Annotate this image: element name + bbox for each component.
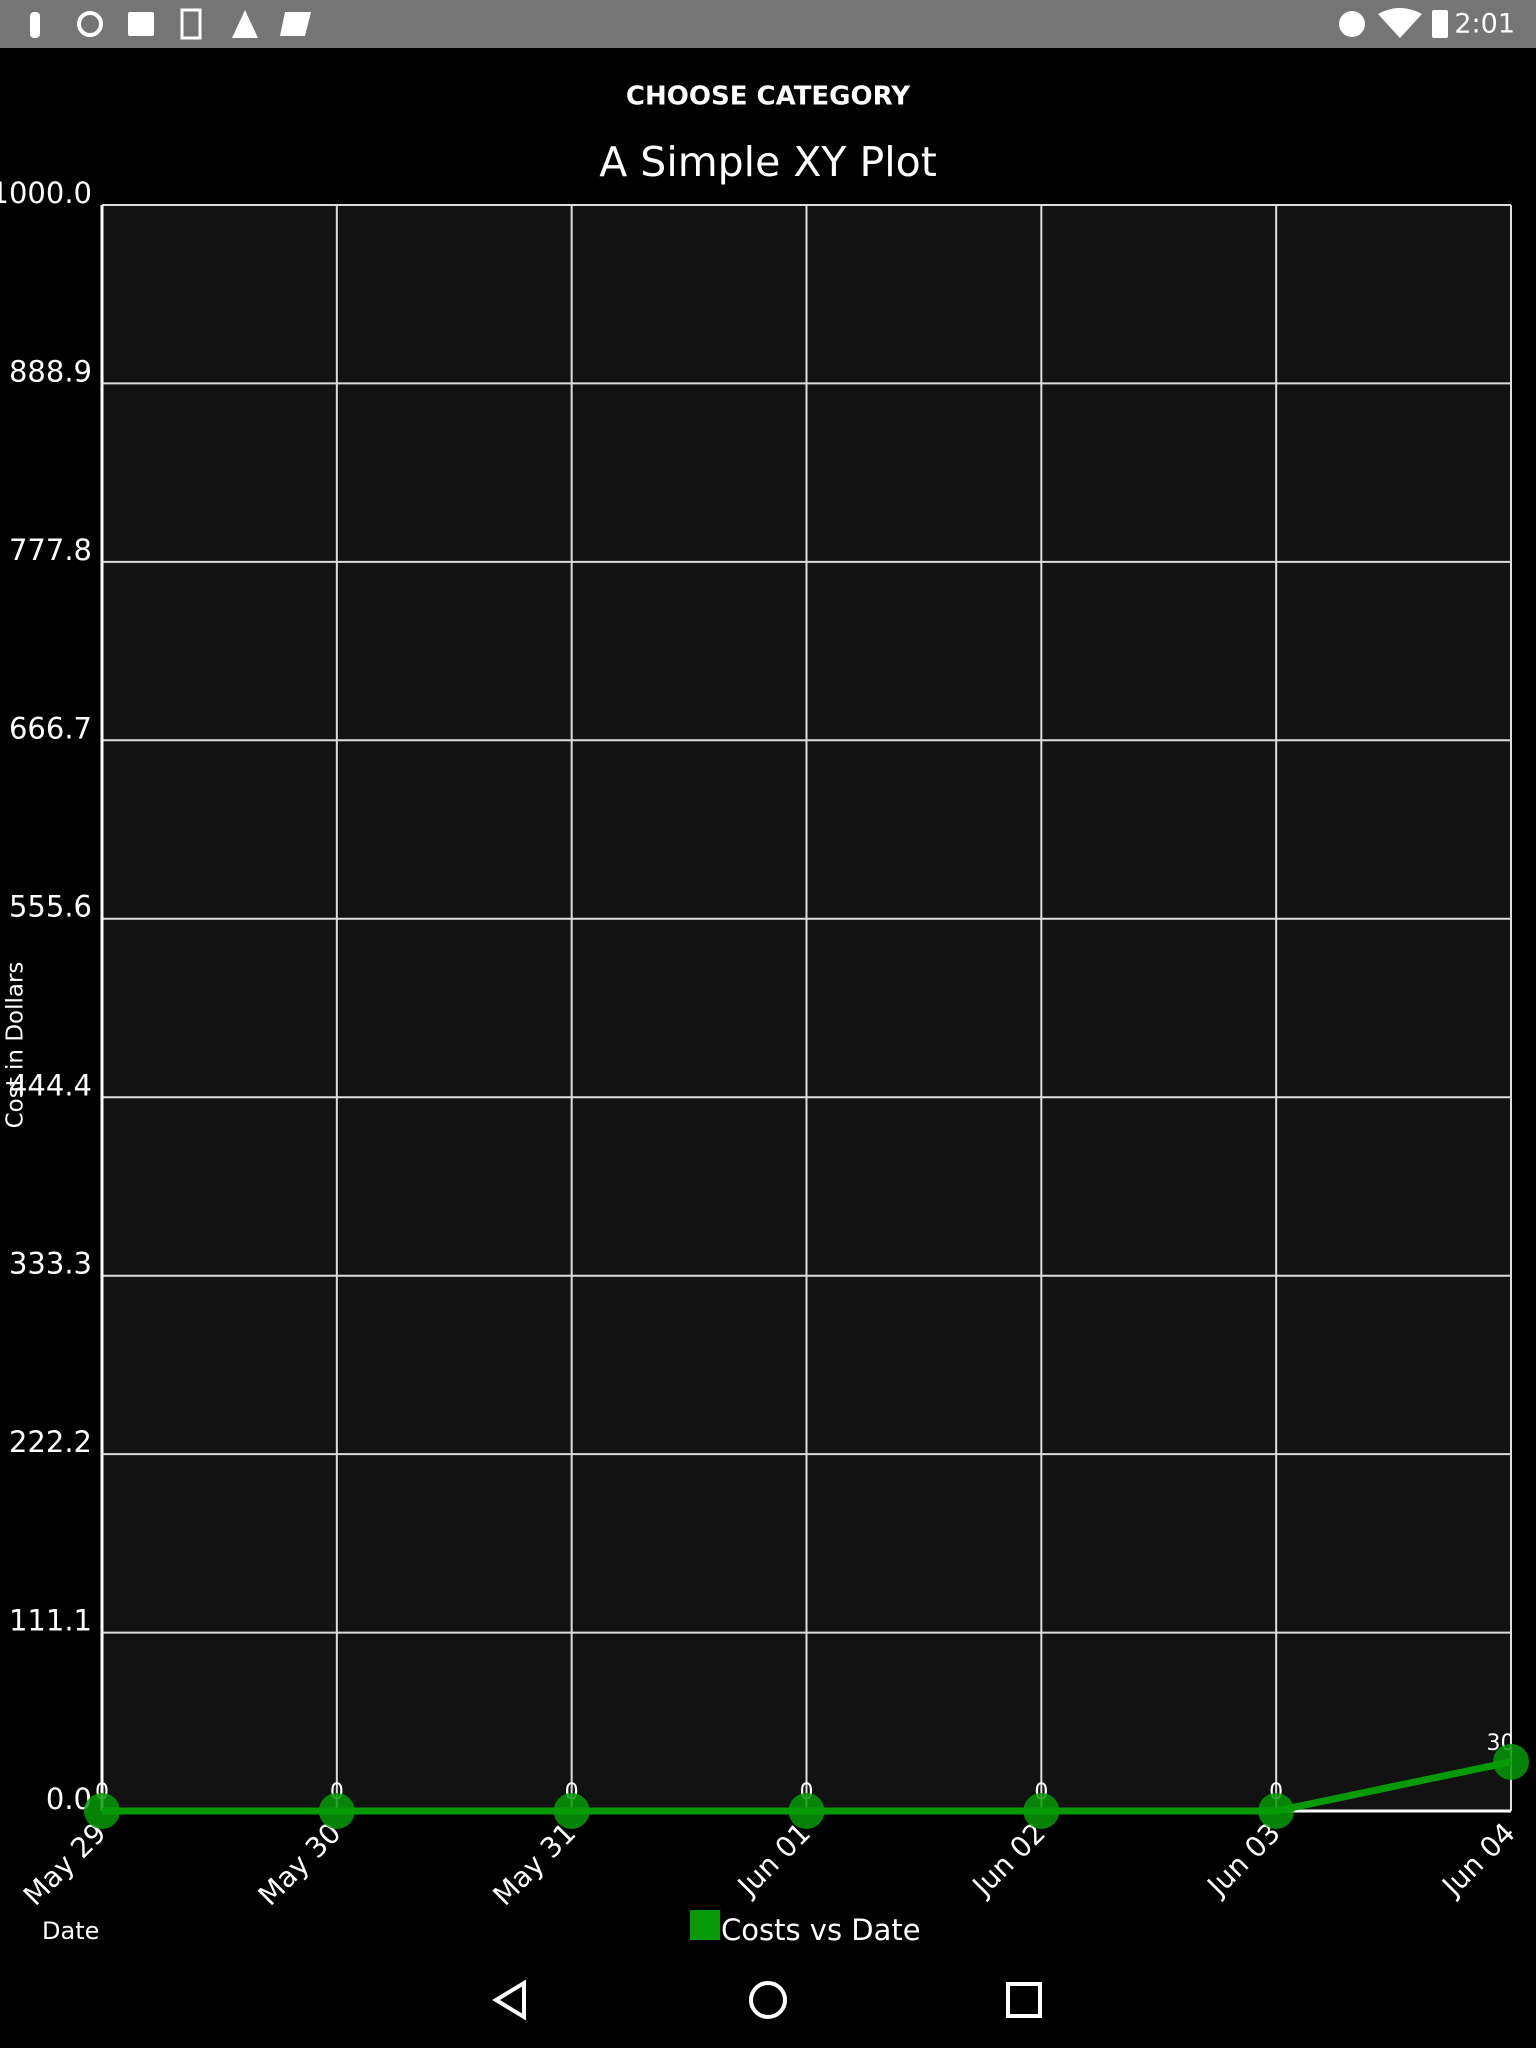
y-tick-label: 777.8: [9, 533, 92, 567]
status-bar: [0, 0, 1536, 48]
y-tick-label: 888.9: [9, 354, 92, 388]
x-tick-label: Jun 03: [1200, 1816, 1287, 1903]
legend-label: Costs vs Date: [721, 1913, 921, 1947]
y-tick-label: 222.2: [9, 1425, 92, 1459]
back-button[interactable]: [492, 1979, 526, 2021]
data-point: [1258, 1793, 1295, 1829]
x-tick-label: May 30: [252, 1816, 348, 1912]
data-point: [553, 1793, 590, 1829]
x-tick-label: Jun 02: [965, 1816, 1052, 1903]
x-tick-label: Jun 01: [730, 1816, 817, 1903]
legend-swatch: [690, 1910, 720, 1940]
recents-button[interactable]: [1006, 1982, 1042, 2018]
y-axis-label: Cost in Dollars: [3, 962, 29, 1129]
x-tick-label: May 31: [487, 1816, 583, 1912]
status-time: 2:01: [1454, 9, 1515, 40]
data-point: [1493, 1743, 1529, 1780]
x-tick-label: Jun 04: [1434, 1816, 1521, 1903]
chart-title: A Simple XY Plot: [599, 138, 937, 186]
y-tick-label: 555.6: [9, 890, 92, 924]
x-tick-label: May 29: [17, 1816, 113, 1912]
data-point: [318, 1793, 355, 1829]
home-button[interactable]: [749, 1981, 787, 2019]
y-tick-label: 666.7: [9, 711, 92, 745]
y-tick-label: 1000.0: [0, 176, 92, 210]
nav-bar: [492, 1979, 1042, 2021]
data-point: [788, 1793, 825, 1829]
y-tick-label: 111.1: [9, 1604, 92, 1638]
data-point: [84, 1793, 120, 1829]
data-point: [1023, 1793, 1060, 1829]
choose-category-button[interactable]: CHOOSE CATEGORY: [626, 82, 911, 112]
y-tick-label: 333.3: [9, 1247, 92, 1281]
y-tick-label: 444.4: [9, 1068, 92, 1102]
status-icons: [30, 8, 1448, 40]
x-axis-label: Date: [42, 1917, 99, 1945]
